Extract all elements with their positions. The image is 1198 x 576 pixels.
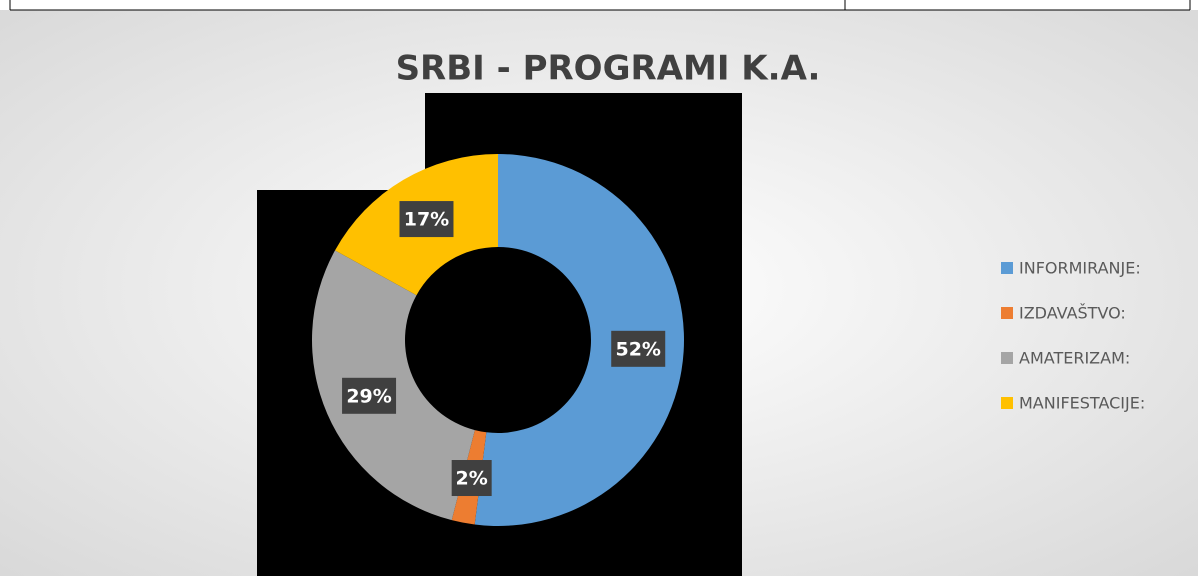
legend-label: INFORMIRANJE: [1019, 259, 1141, 278]
legend-swatch [1001, 262, 1013, 274]
legend-swatch [1001, 307, 1013, 319]
data-label-box [399, 201, 454, 238]
legend-label: AMATERIZAM: [1019, 349, 1130, 368]
data-label-box [342, 377, 397, 414]
slice [474, 154, 684, 526]
chart-title: SRBI - PROGRAMI K.A. [396, 49, 821, 89]
legend-label: IZDAVAŠTVO: [1019, 304, 1126, 323]
page-strip [0, 0, 1198, 10]
data-label: 29% [346, 385, 391, 407]
data-label: 2% [456, 468, 488, 490]
data-label: 17% [404, 209, 449, 231]
legend-swatch [1001, 352, 1013, 364]
legend-label: MANIFESTACIJE: [1019, 394, 1145, 413]
legend-swatch [1001, 397, 1013, 409]
data-label-box [451, 460, 492, 497]
data-label: 52% [615, 338, 660, 360]
data-label-box [611, 330, 666, 367]
